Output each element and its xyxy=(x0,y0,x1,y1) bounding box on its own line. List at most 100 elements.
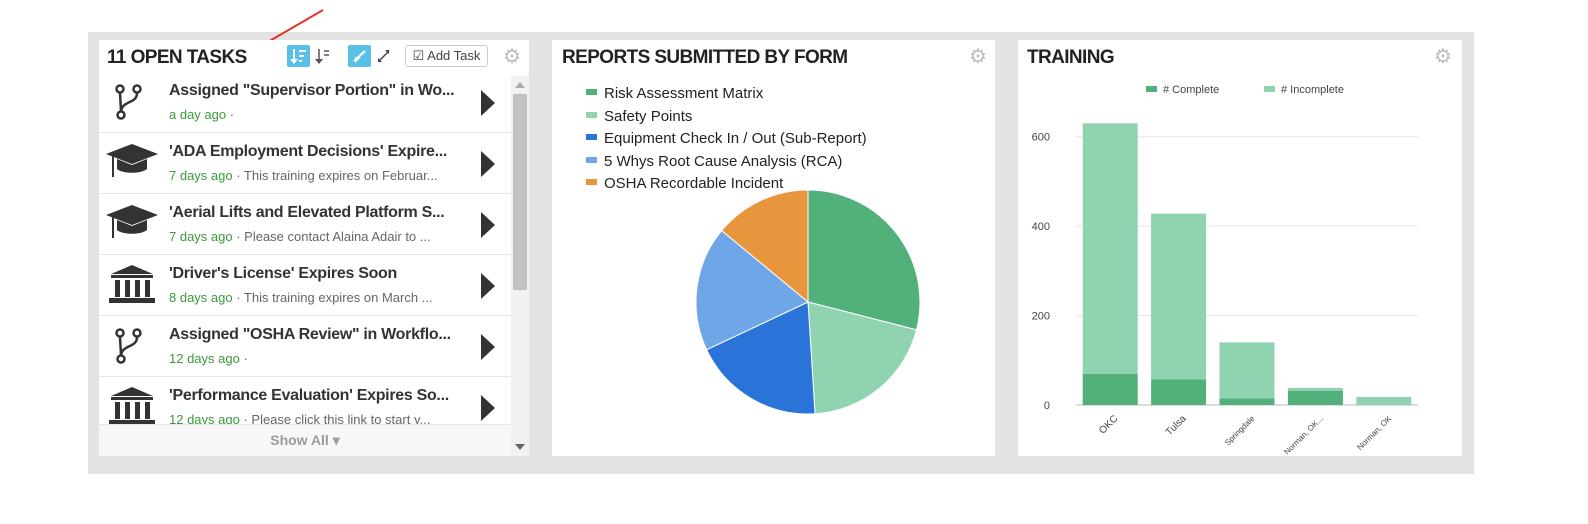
legend-item[interactable]: Safety Points xyxy=(586,108,692,125)
pie-slice xyxy=(807,301,918,415)
checkbox-icon: ☑ xyxy=(412,48,428,63)
panel-title: TRAINING xyxy=(1027,47,1115,68)
bar-chart: 0 200 400 600 OKC Tulsa Springdale Norman, OK..… xyxy=(1032,123,1418,456)
legend-swatch xyxy=(586,89,597,96)
pie-slice xyxy=(695,229,809,351)
task-subtitle: 7 days ago · Please contact Alaina Adair… xyxy=(169,229,461,244)
legend-swatch xyxy=(1264,86,1275,93)
task-detail: · Please contact Alaina Adair to ... xyxy=(232,229,431,244)
scroll-thumb[interactable] xyxy=(513,94,527,290)
y-tick-label: 600 xyxy=(1032,132,1050,144)
task-detail: · This training expires on Februar... xyxy=(232,168,438,183)
legend-item[interactable]: Risk Assessment Matrix xyxy=(586,85,763,102)
x-tick-label: Norman, OK xyxy=(1355,414,1393,452)
expand-arrows-icon xyxy=(378,50,390,62)
legend-label: Risk Assessment Matrix xyxy=(604,85,764,102)
gear-icon[interactable]: ⚙ xyxy=(969,46,987,68)
task-title[interactable]: Assigned "OSHA Review" in Workflo... xyxy=(169,326,451,343)
collapse-button[interactable] xyxy=(348,45,371,67)
legend-complete[interactable]: # Complete xyxy=(1146,84,1219,96)
task-row[interactable]: Assigned "OSHA Review" in Workflo... 12 d… xyxy=(99,316,511,377)
y-tick-label: 400 xyxy=(1032,221,1050,233)
task-detail: · This training expires on March ... xyxy=(232,290,433,305)
bar-complete xyxy=(1219,398,1275,405)
sort-ascending-button[interactable] xyxy=(287,45,310,67)
workflow-icon xyxy=(105,324,159,366)
task-detail: · xyxy=(239,351,248,366)
open-task-arrow-icon[interactable] xyxy=(481,90,495,116)
legend-swatch xyxy=(1146,86,1157,93)
expand-button[interactable] xyxy=(373,45,395,67)
bar-incomplete xyxy=(1219,342,1275,399)
legend-swatch xyxy=(586,156,597,163)
task-time: 7 days ago xyxy=(169,168,233,183)
sort-descending-button[interactable] xyxy=(312,45,334,67)
open-task-arrow-icon[interactable] xyxy=(481,151,495,177)
y-tick-label: 200 xyxy=(1032,311,1050,323)
add-task-label: Add Task xyxy=(427,48,481,63)
legend-label: 5 Whys Root Cause Analysis (RCA) xyxy=(604,152,843,170)
x-tick-label: OKC xyxy=(1097,413,1120,436)
task-subtitle: 8 days ago · This training expires on Ma… xyxy=(169,290,461,305)
legend-item[interactable]: OSHA Recordable Incident xyxy=(586,175,783,192)
task-title[interactable]: 'Aerial Lifts and Elevated Platform S... xyxy=(169,204,445,221)
task-row[interactable]: Assigned "Supervisor Portion" in Wo... a … xyxy=(99,72,511,133)
task-detail: · xyxy=(226,107,235,122)
task-time: 12 days ago xyxy=(169,412,240,424)
collapse-arrows-icon xyxy=(353,50,366,63)
task-list: Assigned "Supervisor Portion" in Wo... a … xyxy=(99,72,511,424)
task-title[interactable]: Assigned "Supervisor Portion" in Wo... xyxy=(169,82,455,99)
scroll-down-arrow[interactable] xyxy=(515,444,525,450)
legend-swatch xyxy=(586,179,597,186)
open-tasks-panel: 11 OPEN TASKS ☑ Add Task ⚙ Assigned "Sup… xyxy=(99,40,529,456)
gear-icon[interactable]: ⚙ xyxy=(1434,46,1452,68)
gear-icon[interactable]: ⚙ xyxy=(503,46,521,68)
open-task-arrow-icon[interactable] xyxy=(481,395,495,421)
legend-swatch xyxy=(586,134,597,141)
legend-swatch xyxy=(586,111,597,118)
legend-item[interactable]: 5 Whys Root Cause Analysis (RCA) xyxy=(586,153,842,170)
task-time: 7 days ago xyxy=(169,229,233,244)
reports-panel: REPORTS SUBMITTED BY FORM ⚙ Risk Assessm… xyxy=(552,40,995,456)
bar-incomplete xyxy=(1082,123,1138,374)
scroll-up-arrow[interactable] xyxy=(515,82,525,88)
workflow-icon xyxy=(105,80,159,122)
task-detail: · Please click this link to start y... xyxy=(239,412,431,424)
task-subtitle: 7 days ago · This training expires on Fe… xyxy=(169,168,461,183)
legend-item[interactable]: Equipment Check In / Out (Sub-Report) xyxy=(586,130,867,147)
institution-icon xyxy=(105,263,159,305)
task-time: 8 days ago xyxy=(169,290,233,305)
legend-label: # Incomplete xyxy=(1281,84,1344,96)
graduation-cap-icon xyxy=(105,202,159,244)
legend-label: Equipment Check In / Out (Sub-Report) xyxy=(604,130,867,147)
pie-slice xyxy=(720,189,809,304)
x-tick-label: Springdale xyxy=(1223,414,1257,448)
task-subtitle: a day ago · xyxy=(169,107,461,122)
task-subtitle: 12 days ago · xyxy=(169,351,461,366)
open-task-arrow-icon[interactable] xyxy=(481,212,495,238)
task-title[interactable]: 'Driver's License' Expires Soon xyxy=(169,265,397,282)
task-time: 12 days ago xyxy=(169,351,240,366)
pie-slice xyxy=(807,189,921,331)
task-row[interactable]: 'Performance Evaluation' Expires So... 12… xyxy=(99,377,511,424)
open-task-arrow-icon[interactable] xyxy=(481,334,495,360)
graduation-cap-icon xyxy=(105,141,159,183)
open-task-arrow-icon[interactable] xyxy=(481,273,495,299)
bar-complete xyxy=(1151,379,1207,405)
legend-label: Safety Points xyxy=(604,107,693,125)
panel-title: 11 OPEN TASKS xyxy=(107,47,247,68)
task-row[interactable]: 'Driver's License' Expires Soon 8 days ag… xyxy=(99,255,511,316)
bar-complete xyxy=(1082,373,1138,405)
task-title[interactable]: 'ADA Employment Decisions' Expire... xyxy=(169,143,448,160)
legend-label: # Complete xyxy=(1163,84,1220,96)
task-row[interactable]: 'Aerial Lifts and Elevated Platform S...… xyxy=(99,194,511,255)
bar-complete xyxy=(1287,390,1343,405)
add-task-button[interactable]: ☑ Add Task xyxy=(405,45,488,67)
task-row[interactable]: 'ADA Employment Decisions' Expire... 7 da… xyxy=(99,133,511,194)
pie-slice xyxy=(705,301,816,415)
show-all-button[interactable]: Show All ▾ xyxy=(99,424,511,456)
legend-incomplete[interactable]: # Incomplete xyxy=(1264,84,1344,96)
task-title[interactable]: 'Performance Evaluation' Expires So... xyxy=(169,387,449,404)
scrollbar[interactable] xyxy=(511,76,529,456)
task-subtitle: 12 days ago · Please click this link to … xyxy=(169,412,461,424)
